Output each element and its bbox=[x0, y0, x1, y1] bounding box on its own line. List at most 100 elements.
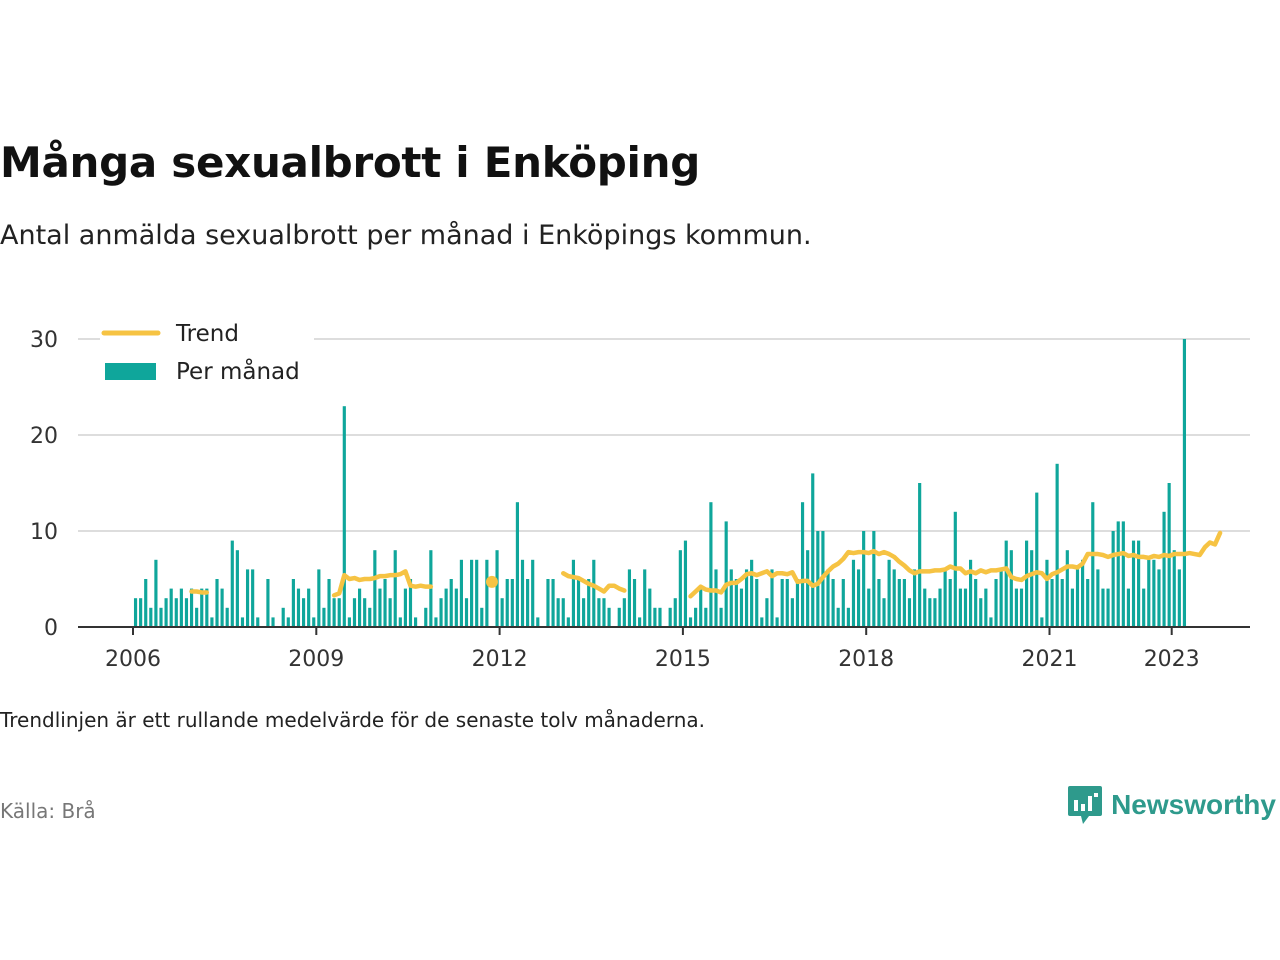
bar bbox=[989, 617, 993, 627]
bar bbox=[347, 617, 351, 627]
bar bbox=[449, 579, 453, 627]
x-tick-label: 2012 bbox=[472, 647, 528, 672]
bar bbox=[673, 598, 677, 627]
trend-line bbox=[331, 569, 434, 598]
bar bbox=[144, 579, 148, 627]
bar bbox=[694, 607, 698, 627]
bar bbox=[556, 598, 560, 627]
bar bbox=[1045, 559, 1049, 627]
bar bbox=[897, 579, 901, 627]
bar bbox=[729, 569, 733, 627]
bar bbox=[739, 588, 744, 627]
bar bbox=[775, 617, 779, 627]
bar bbox=[235, 550, 239, 627]
bar bbox=[582, 598, 586, 627]
bar bbox=[1131, 540, 1136, 627]
bar bbox=[587, 579, 591, 627]
bar bbox=[240, 617, 245, 627]
bar bbox=[831, 579, 835, 627]
bar bbox=[984, 588, 988, 627]
bar bbox=[342, 406, 346, 627]
bar bbox=[974, 579, 978, 627]
bar bbox=[1172, 550, 1176, 627]
bar bbox=[1035, 492, 1039, 627]
bar bbox=[164, 598, 168, 627]
bar bbox=[245, 569, 250, 627]
bar bbox=[373, 550, 377, 627]
bar bbox=[220, 588, 224, 627]
y-tick-label: 0 bbox=[44, 616, 58, 641]
bar bbox=[576, 579, 581, 627]
bar bbox=[1030, 550, 1034, 627]
bar bbox=[979, 598, 983, 627]
bar bbox=[969, 559, 973, 627]
bar bbox=[755, 579, 759, 627]
bar bbox=[408, 579, 413, 627]
bar bbox=[1101, 588, 1105, 627]
bar bbox=[480, 607, 484, 627]
bar bbox=[770, 569, 774, 627]
bar bbox=[459, 559, 463, 627]
bar bbox=[1050, 579, 1054, 627]
bar bbox=[862, 531, 866, 627]
bar bbox=[958, 588, 962, 627]
bar bbox=[643, 569, 647, 627]
bar bbox=[139, 598, 143, 627]
bar bbox=[668, 607, 672, 627]
bar bbox=[1177, 569, 1181, 627]
y-tick-label: 10 bbox=[30, 520, 58, 545]
bar bbox=[378, 588, 382, 627]
bar bbox=[266, 579, 270, 627]
bar bbox=[622, 598, 626, 627]
bar bbox=[653, 607, 657, 627]
bar bbox=[1014, 588, 1018, 627]
bar bbox=[281, 607, 285, 627]
bar bbox=[1162, 511, 1166, 627]
bar bbox=[526, 579, 530, 627]
bar bbox=[520, 559, 525, 627]
bar bbox=[454, 588, 458, 627]
bar bbox=[1075, 569, 1080, 627]
bar bbox=[505, 579, 509, 627]
bar bbox=[836, 607, 840, 627]
bar bbox=[1142, 588, 1146, 627]
x-tick-label: 2015 bbox=[655, 647, 711, 672]
bar bbox=[195, 607, 199, 627]
bar bbox=[923, 588, 927, 627]
bar bbox=[882, 598, 886, 627]
bar bbox=[806, 550, 810, 627]
bar bbox=[785, 579, 789, 627]
bar bbox=[760, 617, 764, 627]
bar bbox=[912, 569, 917, 627]
bar bbox=[393, 550, 397, 627]
bar bbox=[795, 579, 800, 627]
bar bbox=[485, 559, 489, 627]
bar bbox=[571, 559, 576, 627]
bar bbox=[296, 588, 301, 627]
bar bbox=[734, 579, 738, 627]
legend: Trend Per månad bbox=[100, 318, 314, 390]
bar bbox=[948, 579, 952, 627]
bar bbox=[816, 531, 820, 627]
bar bbox=[704, 607, 708, 627]
bar bbox=[1025, 540, 1029, 627]
bar bbox=[800, 502, 805, 627]
bar bbox=[714, 569, 718, 627]
trend-series bbox=[189, 530, 1223, 599]
bar bbox=[1019, 588, 1024, 627]
bar bbox=[475, 559, 479, 627]
bar bbox=[358, 588, 362, 627]
bar bbox=[658, 607, 662, 627]
bar bbox=[918, 483, 922, 627]
bar bbox=[846, 607, 850, 627]
bar bbox=[938, 588, 942, 627]
bar bbox=[907, 598, 912, 627]
bar bbox=[286, 617, 290, 627]
brand-logo[interactable]: Newsworthy bbox=[1067, 784, 1276, 826]
bar bbox=[1009, 550, 1013, 627]
bar bbox=[1121, 521, 1125, 627]
bar bbox=[515, 502, 519, 627]
bar bbox=[683, 540, 688, 627]
x-tick-label: 2009 bbox=[288, 647, 344, 672]
bar bbox=[383, 579, 387, 627]
